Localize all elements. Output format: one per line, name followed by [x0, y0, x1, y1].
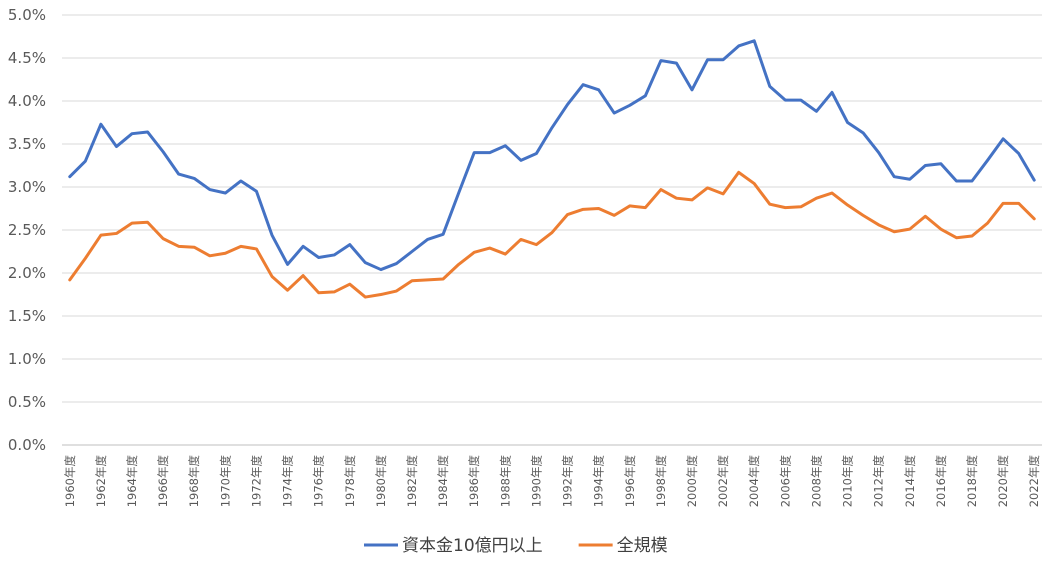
x-tick-label: 2002年度 — [716, 455, 730, 508]
x-tick-label: 1982年度 — [405, 455, 419, 508]
y-tick-label: 4.5% — [8, 49, 46, 67]
x-tick-label: 1962年度 — [94, 455, 108, 508]
y-axis-tick-labels: 0.0% 0.5% 1.0% 1.5% 2.0% 2.5% 3.0% 3.5% 4.0% 4.5%… — [8, 6, 46, 454]
y-tick-label: 2.0% — [8, 264, 46, 282]
x-tick-label: 1974年度 — [281, 455, 295, 508]
x-tick-label: 1960年度 — [63, 455, 77, 508]
x-tick-label: 1998年度 — [654, 455, 668, 508]
x-tick-label: 1964年度 — [125, 455, 139, 508]
x-tick-label: 1992年度 — [561, 455, 575, 508]
legend: 資本金10億円以上 全規模 — [364, 536, 668, 556]
x-tick-label: 1970年度 — [218, 455, 232, 508]
x-tick-label: 2016年度 — [934, 455, 948, 508]
x-tick-label: 1966年度 — [156, 455, 170, 508]
y-tick-label: 4.0% — [8, 92, 46, 110]
x-tick-label: 2018年度 — [965, 455, 979, 508]
x-tick-label: 1988年度 — [498, 455, 512, 508]
legend-label-1: 全規模 — [617, 536, 668, 556]
x-axis-tick-labels: 1960年度 1962年度 1964年度 1966年度 1968年度 1970年度 1972… — [63, 455, 1041, 508]
x-tick-label: 1984年度 — [436, 455, 450, 508]
y-tick-label: 1.0% — [8, 350, 46, 368]
y-tick-label: 0.0% — [8, 436, 46, 454]
y-tick-label: 0.5% — [8, 393, 46, 411]
series-line-1 — [68, 170, 1036, 299]
x-tick-label: 2000年度 — [685, 455, 699, 508]
x-tick-label: 1976年度 — [312, 455, 326, 508]
y-tick-label: 3.5% — [8, 135, 46, 153]
x-tick-label: 1978年度 — [343, 455, 357, 508]
x-tick-label: 2020年度 — [996, 455, 1010, 508]
x-tick-label: 1996年度 — [623, 455, 637, 508]
x-tick-label: 1980年度 — [374, 455, 388, 508]
x-tick-label: 2012年度 — [872, 455, 886, 508]
legend-label-0: 資本金10億円以上 — [402, 536, 543, 556]
x-tick-label: 2022年度 — [1027, 455, 1041, 508]
x-tick-label: 1990年度 — [529, 455, 543, 508]
x-tick-label: 1968年度 — [187, 455, 201, 508]
x-tick-label: 1986年度 — [467, 455, 481, 508]
x-tick-label: 1972年度 — [249, 455, 263, 508]
x-tick-label: 2014年度 — [903, 455, 917, 508]
gridlines — [62, 14, 1042, 403]
x-tick-label: 2006年度 — [778, 455, 792, 508]
series-line-0 — [68, 39, 1036, 272]
x-tick-label: 1994年度 — [592, 455, 606, 508]
x-tick-label: 2010年度 — [841, 455, 855, 508]
x-tick-label: 2008年度 — [809, 455, 823, 508]
y-tick-label: 5.0% — [8, 6, 46, 24]
y-tick-label: 1.5% — [8, 307, 46, 325]
y-tick-label: 2.5% — [8, 221, 46, 239]
series-lines — [68, 39, 1036, 299]
y-tick-label: 3.0% — [8, 178, 46, 196]
x-tick-label: 2004年度 — [747, 455, 761, 508]
